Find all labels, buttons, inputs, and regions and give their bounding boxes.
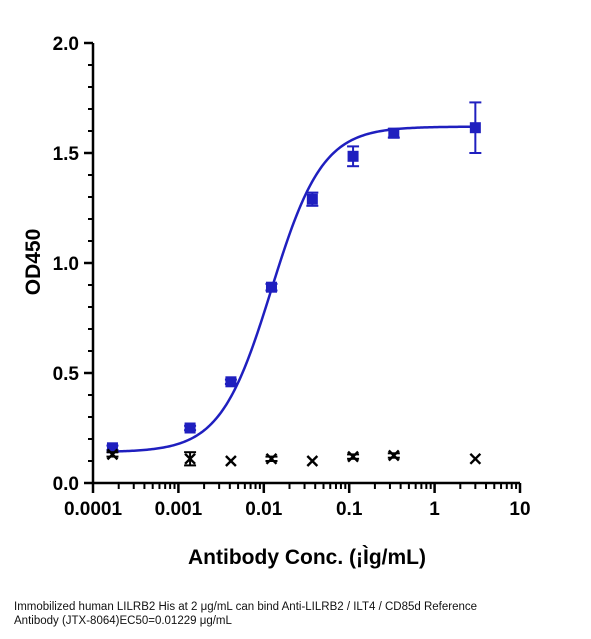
data-point-square xyxy=(348,151,359,162)
data-point-cross xyxy=(389,451,399,461)
x-axis-title: Antibody Conc. (¡Ìg/mL) xyxy=(188,546,426,569)
caption-line-1: Immobilized human LILRB2 His at 2 μg/mL … xyxy=(14,600,574,614)
data-point-cross xyxy=(226,456,236,466)
data-point-square xyxy=(266,282,277,293)
chart-caption: Immobilized human LILRB2 His at 2 μg/mL … xyxy=(14,600,574,628)
x-tick-label: 0.0001 xyxy=(64,499,123,520)
data-point-cross xyxy=(348,452,358,462)
fit-curve xyxy=(112,127,475,452)
x-tick-label: 1 xyxy=(429,499,440,520)
fit-curve-layer xyxy=(112,127,475,452)
data-point-square xyxy=(470,122,481,133)
data-point-square xyxy=(307,194,318,205)
data-point-square xyxy=(225,376,236,387)
dose-response-chart: 0.0 0.5 1.0 1.5 2.0 0.0001 0.001 0.01 0.1 1 10 Ant… xyxy=(0,0,591,600)
data-point-cross xyxy=(470,454,480,464)
y-tick-label: 0.5 xyxy=(53,364,80,385)
y-tick-label: 2.0 xyxy=(53,34,79,55)
x-tick-label: 10 xyxy=(509,499,530,520)
x-tick-label: 0.1 xyxy=(336,499,363,520)
chart-axes: 0.0 0.5 1.0 1.5 2.0 0.0001 0.001 0.01 0.1 1 10 xyxy=(53,34,531,520)
y-axis-title: OD450 xyxy=(22,229,45,296)
x-tick-label: 0.01 xyxy=(245,499,282,520)
data-point-cross xyxy=(307,456,317,466)
data-point-square xyxy=(185,423,196,434)
data-point-square xyxy=(388,128,399,139)
data-point-cross xyxy=(266,454,276,464)
y-tick-label: 1.5 xyxy=(53,144,80,165)
y-tick-label: 1.0 xyxy=(53,254,79,275)
data-points-layer xyxy=(106,102,481,466)
y-tick-label: 0.0 xyxy=(53,474,79,495)
caption-line-2: Antibody (JTX-8064)EC50=0.01229 μg/mL xyxy=(14,614,574,628)
x-tick-label: 0.001 xyxy=(155,499,203,520)
